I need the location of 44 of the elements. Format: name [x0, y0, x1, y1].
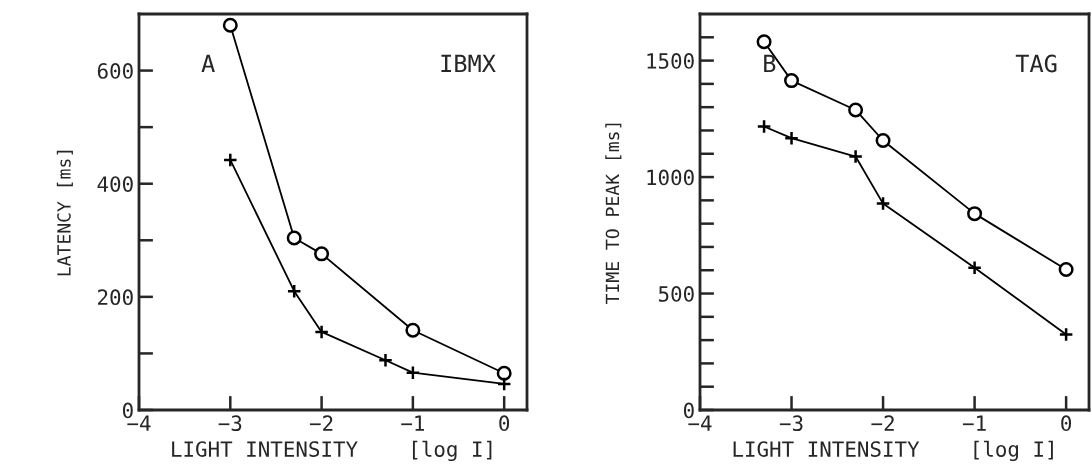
- point: [314, 324, 330, 340]
- annotation: IBMX: [441, 54, 496, 73]
- y-tick-label: 600: [97, 63, 133, 79]
- point: [286, 283, 302, 299]
- point: [848, 149, 864, 165]
- point: [405, 365, 421, 381]
- y-axis-title: LATENCY [ms]: [56, 150, 73, 276]
- point: [377, 352, 393, 368]
- point: [967, 206, 983, 222]
- point: [496, 365, 512, 381]
- y-axis-title: TIME TO PEAK [ms]: [605, 123, 622, 304]
- x-tick-label: 0: [499, 415, 510, 432]
- point: [756, 119, 772, 135]
- point: [1058, 327, 1074, 343]
- point: [405, 322, 421, 338]
- y-tick-label: 1500: [647, 53, 694, 69]
- x-tick-label: 0: [1061, 415, 1072, 432]
- x-axis-title: LIGHT INTENSITY [log I]: [172, 440, 492, 462]
- point: [784, 130, 800, 146]
- x-tick-label: −3: [218, 415, 242, 432]
- x-tick-label: −1: [401, 415, 425, 431]
- point: [222, 152, 238, 168]
- annotation: B: [764, 54, 776, 73]
- point: [875, 196, 891, 212]
- x-axis-title: LIGHT INTENSITY [log I]: [733, 440, 1053, 462]
- point: [1058, 262, 1074, 278]
- point: [784, 73, 800, 89]
- x-tick-label: −1: [962, 415, 986, 431]
- point: [875, 132, 891, 148]
- point: [222, 17, 238, 33]
- annotation: A: [201, 54, 215, 73]
- point: [967, 260, 983, 276]
- annotation: TAG: [1015, 54, 1057, 73]
- y-tick-label: 200: [98, 289, 133, 306]
- point: [286, 230, 302, 246]
- x-tick-label: −2: [309, 415, 333, 431]
- y-tick-label: 1000: [647, 169, 694, 186]
- y-tick-label: 400: [97, 176, 133, 192]
- x-tick-label: −2: [871, 415, 894, 431]
- point: [848, 102, 864, 118]
- point: [314, 246, 330, 262]
- point: [756, 34, 772, 50]
- y-tick-label: 500: [658, 286, 694, 302]
- x-tick-label: −3: [779, 415, 803, 432]
